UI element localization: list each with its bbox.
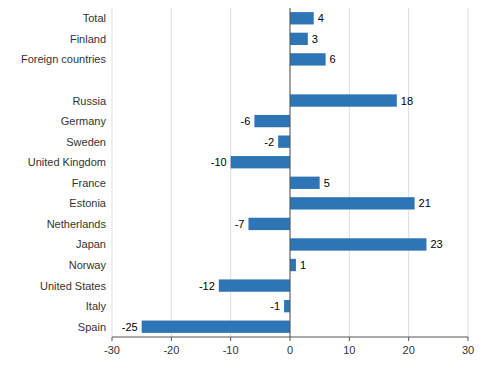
grid-line [349,8,350,337]
zero-line [290,8,291,337]
x-tick [349,337,350,341]
data-label: 21 [419,197,431,209]
grid [112,8,468,337]
data-label: 4 [318,12,324,24]
y-tick-label: Netherlands [47,218,107,230]
bar [290,12,314,24]
bar [231,156,290,168]
x-tick [171,337,172,341]
data-labels: 436 18 -6 -2 -10 5 21 -7 23 1 -12 -1 -25 [122,12,443,332]
x-tick-label: 20 [403,344,415,356]
bar [248,218,290,230]
grid-line [408,8,409,337]
bar [290,238,426,250]
bar [290,94,397,106]
y-axis: Total Finland Foreign countries Russia Germa… [21,12,107,332]
x-tick-label: 10 [343,344,355,356]
grid-line [468,8,469,337]
x-tick-label: -20 [163,344,179,356]
x-tick-label: 0 [287,344,293,356]
x-tick [112,337,113,341]
y-tick-label: Total [83,12,106,24]
y-tick-label: Japan [76,238,106,250]
grid-line [290,8,291,337]
x-tick [230,337,231,341]
y-tick-label: Sweden [66,136,106,148]
data-label: -25 [122,321,138,333]
y-tick-label: Russia [72,95,107,107]
data-label: 18 [401,95,413,107]
x-axis: -30 -20 -10 0 10 20 30 [104,337,474,356]
grid-line [112,8,113,337]
bar [284,300,290,312]
y-tick-label: Foreign countries [21,53,106,65]
bar [254,115,290,127]
bar [219,279,290,291]
data-label: 23 [430,238,442,250]
x-tick-label: 30 [462,344,474,356]
data-label: 5 [324,177,330,189]
bar [142,321,290,333]
y-tick-label: Finland [70,33,106,45]
data-label: 3 [312,33,318,45]
x-tick [290,337,291,341]
y-tick-label: Italy [86,300,107,312]
data-label: -1 [270,300,280,312]
chart-container: -30 -20 -10 0 10 20 30 Total Finland Foreign coun… [0,0,486,365]
x-tick [468,337,469,341]
y-tick-label: United States [40,280,107,292]
y-tick-label: France [72,177,106,189]
bar [278,135,290,147]
data-label: -10 [211,156,227,168]
bar [290,177,320,189]
data-label: 6 [330,53,336,65]
y-tick-label: Spain [78,321,106,333]
data-label: -6 [241,115,251,127]
data-label: -12 [199,280,215,292]
y-tick-label: Germany [61,115,107,127]
grid-line [171,8,172,337]
x-tick-label: -30 [104,344,120,356]
x-tick [408,337,409,341]
data-label: -2 [264,136,274,148]
y-tick-label: United Kingdom [28,156,106,168]
bar [290,33,308,45]
y-tick-label: Norway [69,259,107,271]
data-label: 1 [300,259,306,271]
bar [290,259,296,271]
x-tick-label: -10 [223,344,239,356]
bar [290,197,415,209]
chart: -30 -20 -10 0 10 20 30 Total Finland Foreign coun… [0,0,486,365]
bar [290,53,326,65]
data-label: -7 [235,218,245,230]
bars [142,12,427,333]
y-tick-label: Estonia [69,197,107,209]
